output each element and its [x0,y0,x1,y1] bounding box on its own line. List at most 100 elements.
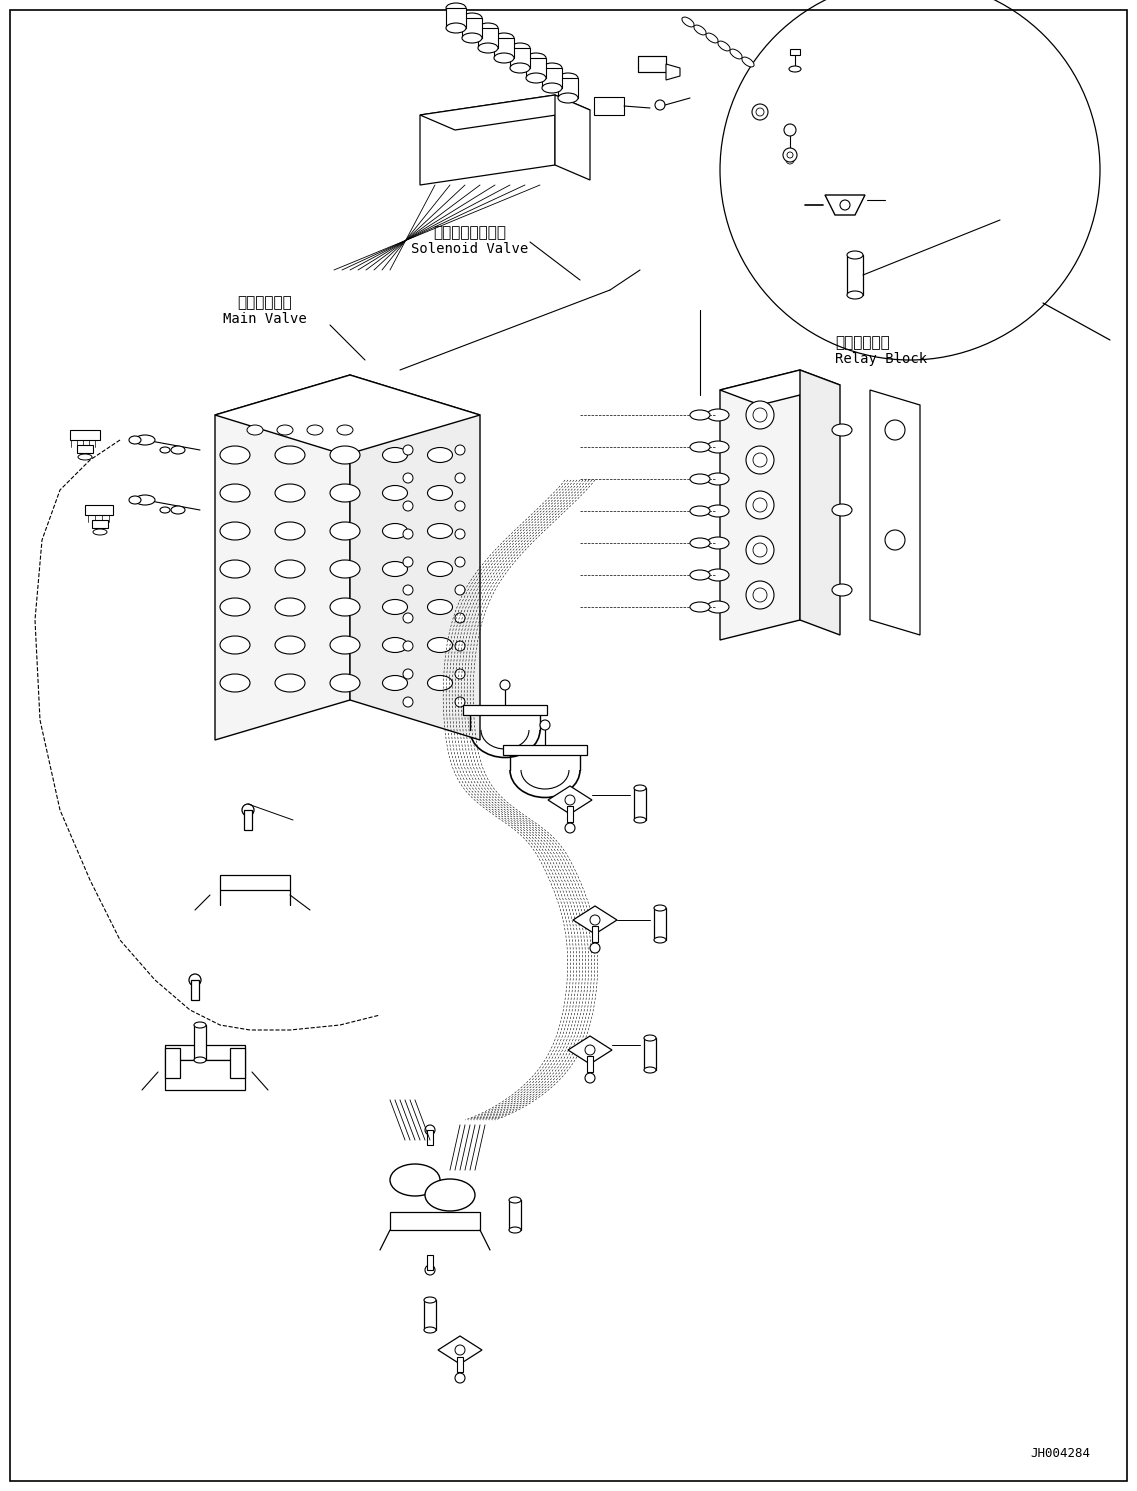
Circle shape [402,613,413,623]
Ellipse shape [832,423,852,435]
Ellipse shape [634,817,646,823]
Bar [92,520,108,528]
Bar [428,1130,433,1145]
Bar [587,1056,594,1072]
Ellipse shape [382,675,407,690]
Ellipse shape [542,63,562,73]
Circle shape [455,473,465,483]
Ellipse shape [78,453,92,461]
Ellipse shape [478,43,498,54]
Ellipse shape [717,42,730,51]
Bar [503,746,587,754]
Ellipse shape [690,410,709,420]
Circle shape [425,1126,435,1135]
Polygon shape [870,391,920,635]
Bar [634,789,646,820]
Ellipse shape [382,447,407,462]
Ellipse shape [690,602,709,611]
Ellipse shape [690,441,709,452]
Circle shape [885,529,905,550]
Circle shape [455,641,465,652]
Polygon shape [666,64,680,81]
Ellipse shape [219,674,250,692]
Ellipse shape [847,291,863,300]
Bar [592,926,598,942]
Circle shape [455,1345,465,1355]
Bar [194,1024,206,1060]
Ellipse shape [690,505,709,516]
Bar [542,69,562,88]
Circle shape [402,558,413,567]
Polygon shape [420,95,590,130]
Text: ソレノイドバルブ: ソレノイドバルブ [433,225,506,240]
Polygon shape [350,376,480,740]
Circle shape [455,444,465,455]
Circle shape [455,501,465,511]
Bar [424,1300,435,1330]
Ellipse shape [382,599,407,614]
Circle shape [540,720,550,731]
Circle shape [500,680,511,690]
Ellipse shape [707,570,729,581]
Circle shape [455,696,465,707]
Ellipse shape [690,570,709,580]
Ellipse shape [424,1327,435,1333]
Ellipse shape [330,674,360,692]
Bar [786,152,794,160]
Text: Relay Block: Relay Block [835,352,927,365]
Bar [654,908,666,939]
Ellipse shape [428,523,453,538]
Ellipse shape [171,446,185,453]
Ellipse shape [493,54,514,63]
Circle shape [785,124,796,136]
Circle shape [455,669,465,678]
Ellipse shape [509,1227,521,1233]
Bar [463,705,547,716]
Bar [493,37,514,58]
Bar [847,255,863,295]
Ellipse shape [682,16,694,27]
Ellipse shape [275,485,305,502]
Bar [219,875,290,890]
Ellipse shape [558,92,578,103]
Ellipse shape [644,1068,656,1074]
Text: メインバルブ: メインバルブ [238,295,292,310]
Ellipse shape [307,425,323,435]
Bar [457,1357,463,1372]
Circle shape [746,401,774,429]
Ellipse shape [832,584,852,596]
Ellipse shape [330,598,360,616]
Circle shape [746,535,774,564]
Ellipse shape [128,497,141,504]
Circle shape [586,1045,595,1056]
Ellipse shape [330,561,360,579]
Ellipse shape [382,638,407,653]
Ellipse shape [390,1164,440,1196]
Ellipse shape [275,561,305,579]
Bar [165,1048,180,1078]
Ellipse shape [219,637,250,655]
Ellipse shape [493,33,514,43]
Circle shape [402,584,413,595]
Ellipse shape [194,1057,206,1063]
Ellipse shape [789,66,800,72]
Circle shape [402,641,413,652]
Ellipse shape [135,435,155,444]
Ellipse shape [742,57,754,67]
Bar [644,1038,656,1071]
Bar [558,78,578,98]
Circle shape [565,795,575,805]
Bar [511,48,530,69]
Ellipse shape [160,447,171,453]
Circle shape [402,696,413,707]
Ellipse shape [382,486,407,501]
Ellipse shape [654,905,666,911]
Ellipse shape [247,425,263,435]
Ellipse shape [526,54,546,63]
Circle shape [402,529,413,540]
Text: Main Valve: Main Valve [223,312,307,327]
Ellipse shape [171,505,185,514]
Ellipse shape [160,507,171,513]
Polygon shape [420,95,555,185]
Ellipse shape [382,562,407,577]
